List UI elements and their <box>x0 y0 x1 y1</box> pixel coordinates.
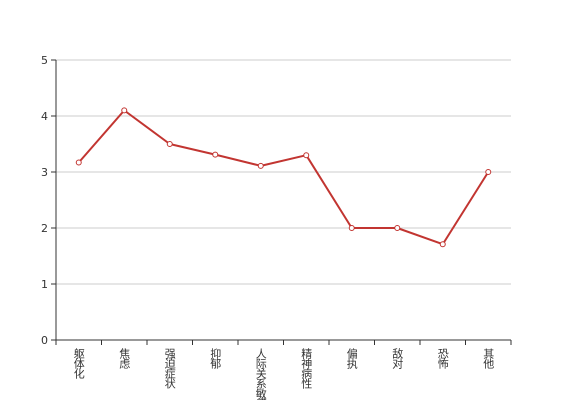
data-point <box>439 241 446 248</box>
data-point <box>75 159 82 166</box>
y-tick-label: 2 <box>41 222 48 235</box>
data-point <box>166 141 173 147</box>
data-point <box>303 152 310 159</box>
x-tick-label: 恐怖 <box>436 348 449 369</box>
data-point <box>121 107 128 114</box>
data-point <box>212 151 219 158</box>
x-tick-label: 其他 <box>482 348 495 369</box>
x-tick-label: 敌对 <box>391 347 404 369</box>
x-tick-label: 焦虑 <box>118 348 131 369</box>
x-tick-label: 偏执 <box>345 347 358 370</box>
x-tick-label: 躯体化 <box>72 348 85 380</box>
axis-layer <box>51 59 512 345</box>
series-layer <box>75 107 492 248</box>
grid-layer <box>56 59 511 285</box>
series-line <box>77 109 490 246</box>
y-tick-label: 5 <box>41 54 48 67</box>
data-point <box>257 162 264 169</box>
x-tick-label: 强迫症状 <box>163 348 176 389</box>
x-tick-label: 精神病性 <box>300 348 313 390</box>
data-point <box>485 169 492 175</box>
y-tick-label: 1 <box>41 278 48 291</box>
x-tick-label: 人际关系敏感 <box>254 348 267 400</box>
data-point <box>394 225 401 231</box>
x-tick-label: 抑郁 <box>209 347 222 369</box>
y-tick-label: 3 <box>41 166 48 179</box>
y-tick-label: 0 <box>41 334 48 347</box>
y-tick-label: 4 <box>41 110 48 123</box>
data-point <box>348 225 355 231</box>
label-layer: 0 1 2 3 4 5 躯体化 焦虑 强迫症状 抑郁 人际关系敏感 精神病性 偏执 敌对 恐怖 其他 <box>41 54 495 404</box>
